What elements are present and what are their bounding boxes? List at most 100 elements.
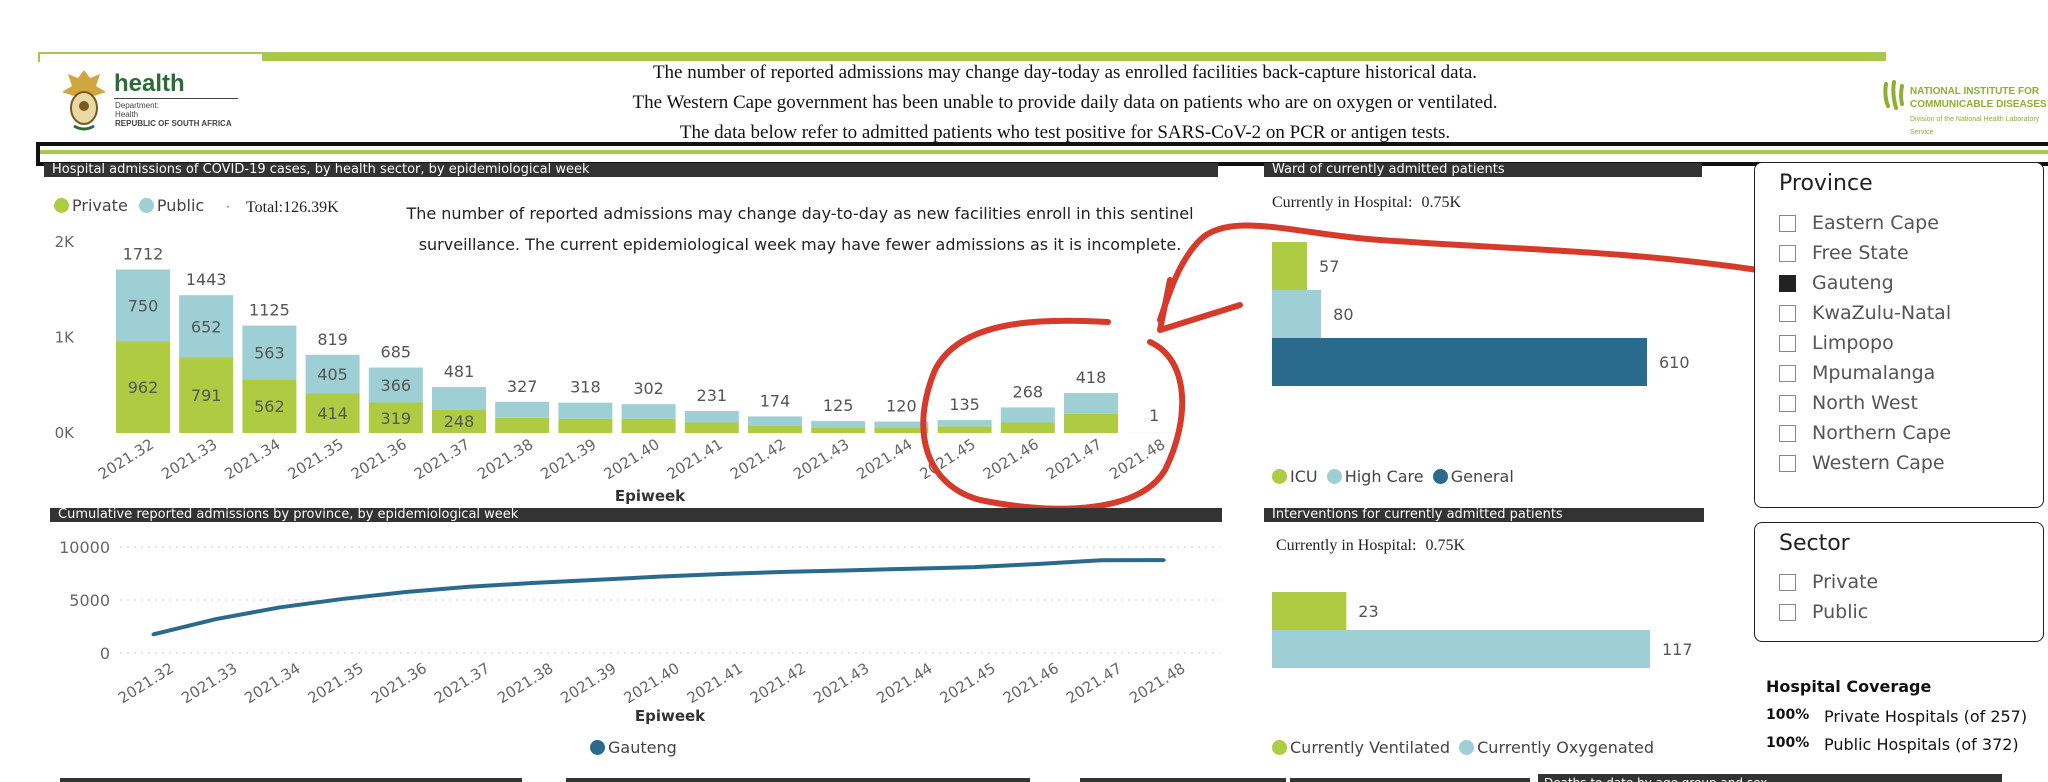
bar-total-label: 231 (697, 386, 728, 405)
gauteng-line (152, 558, 1165, 637)
public-value-label: 366 (381, 376, 412, 395)
private-bar (116, 341, 170, 433)
private-bar (242, 379, 297, 433)
checkbox-icon[interactable] (1779, 304, 1796, 322)
gauteng-point (657, 575, 661, 579)
gauteng-point (1036, 562, 1040, 566)
province-option-limpopo[interactable]: Limpopo (1779, 332, 1894, 354)
public-bar (242, 325, 297, 380)
sector-option-public[interactable]: Public (1779, 601, 1868, 623)
checkbox-checked-icon[interactable] (1779, 274, 1796, 292)
province-filter-title: Province (1779, 171, 1873, 196)
x-tick-label: 2021.37 (411, 435, 473, 483)
x-tick-label: 2021.46 (980, 435, 1042, 483)
interventions-legend: Currently Ventilated Currently Oxygenate… (1272, 738, 1654, 757)
province-option-free-state[interactable]: Free State (1779, 242, 1909, 264)
province-option-western-cape[interactable]: Western Cape (1779, 452, 1945, 474)
header-green-bar (262, 52, 1886, 61)
gauteng-point (909, 567, 913, 571)
admissions-total: Total:126.39K (246, 199, 339, 216)
x-tick-label: 2021.47 (1063, 659, 1125, 707)
y-tick-label: 0K (55, 424, 76, 442)
admissions-note-line2: surveillance. The current epidemiologica… (418, 235, 1182, 254)
checkbox-icon[interactable] (1779, 214, 1796, 232)
public-bar (684, 410, 739, 423)
cumulative-section-title: Cumulative reported admissions by provin… (50, 508, 1222, 522)
province-option-eastern-cape[interactable]: Eastern Cape (1779, 212, 1939, 234)
intervention-bar-1 (1272, 630, 1650, 668)
ward-currently: Currently in Hospital: 0.75K (1272, 192, 1461, 212)
sector-filter-panel: Sector Private Public (1754, 522, 2044, 642)
private-bar (621, 418, 676, 433)
checkbox-icon[interactable] (1779, 603, 1796, 621)
province-option-gauteng[interactable]: Gauteng (1779, 272, 1894, 294)
x-tick-label: 2021.40 (621, 659, 683, 707)
ward-bar-2 (1272, 338, 1647, 386)
bar-total-label: 1 (1149, 406, 1159, 425)
province-option-label: Eastern Cape (1812, 212, 1939, 234)
intervention-value-label: 23 (1358, 602, 1378, 621)
ward-legend: ICU High Care General (1272, 467, 1514, 486)
high-care-legend-label: High Care (1344, 467, 1424, 486)
checkbox-icon[interactable] (1779, 364, 1796, 382)
checkbox-icon[interactable] (1779, 424, 1796, 442)
coat-of-arms-icon (62, 70, 106, 131)
private-bar (305, 393, 360, 433)
private-value-label: 562 (254, 397, 285, 416)
public-value-label: 652 (191, 317, 222, 336)
x-tick-label: 2021.35 (305, 659, 367, 707)
checkbox-icon[interactable] (1779, 244, 1796, 262)
bar-total-label: 418 (1076, 368, 1107, 387)
sector-option-private[interactable]: Private (1779, 571, 1878, 593)
checkbox-icon[interactable] (1779, 454, 1796, 472)
public-bar (1064, 393, 1118, 414)
y-tick-label: 1K (55, 329, 76, 347)
private-bar (874, 427, 929, 433)
coverage-public-pct: 100% (1766, 735, 1810, 751)
x-tick-label: 2021.45 (937, 659, 999, 707)
x-tick-label: 2021.45 (917, 435, 979, 483)
checkbox-icon[interactable] (1779, 573, 1796, 591)
logo-dept-line2: Health (115, 110, 139, 119)
gauteng-point (1162, 558, 1166, 562)
health-logo-word: health (114, 70, 185, 97)
bar-total-label: 120 (886, 397, 917, 416)
y-tick-label: 5000 (69, 591, 110, 610)
bar-total-label: 1443 (186, 270, 227, 289)
public-bar (495, 401, 550, 418)
province-option-northern-cape[interactable]: Northern Cape (1779, 422, 1951, 444)
province-option-kwazulu-natal[interactable]: KwaZulu-Natal (1779, 302, 1951, 324)
public-value-label: 750 (128, 296, 159, 315)
header-accent-line (38, 52, 262, 62)
interventions-currently: Currently in Hospital: 0.75K (1276, 535, 1465, 555)
nicd-subtitle: Division of the National Health Laborato… (1910, 116, 2040, 136)
private-legend-label: Private (72, 196, 128, 215)
y-tick-label: 10000 (59, 538, 110, 557)
gauteng-point (593, 578, 597, 582)
bar-total-label: 819 (317, 330, 348, 349)
coverage-private-label: Private Hospitals (of 257) (1824, 707, 2028, 726)
dot-separator: · (226, 200, 230, 214)
bar-total-label: 135 (949, 395, 980, 414)
x-tick-label: 2021.44 (873, 659, 935, 707)
private-bar (495, 417, 550, 433)
province-option-north-west[interactable]: North West (1779, 392, 1918, 414)
private-bar (1000, 422, 1055, 433)
x-tick-label: 2021.36 (368, 659, 430, 707)
sector-option-label: Private (1812, 571, 1879, 593)
ventilated-legend-label: Currently Ventilated (1290, 738, 1451, 757)
icu-legend-dot (1272, 469, 1287, 484)
province-option-mpumalanga[interactable]: Mpumalanga (1779, 362, 1935, 384)
private-value-label: 962 (128, 378, 159, 397)
province-option-label: Western Cape (1812, 452, 1945, 474)
checkbox-icon[interactable] (1779, 334, 1796, 352)
private-bar (558, 418, 613, 433)
logo-dept-line1: Department: (115, 101, 160, 110)
sector-option-label: Public (1812, 601, 1869, 623)
public-bar (558, 402, 613, 419)
sector-filter-title: Sector (1779, 531, 1850, 556)
interventions-currently-label: Currently in Hospital: (1276, 537, 1417, 554)
ward-currently-label: Currently in Hospital: (1272, 194, 1413, 211)
checkbox-icon[interactable] (1779, 394, 1796, 412)
public-bar (874, 421, 929, 428)
